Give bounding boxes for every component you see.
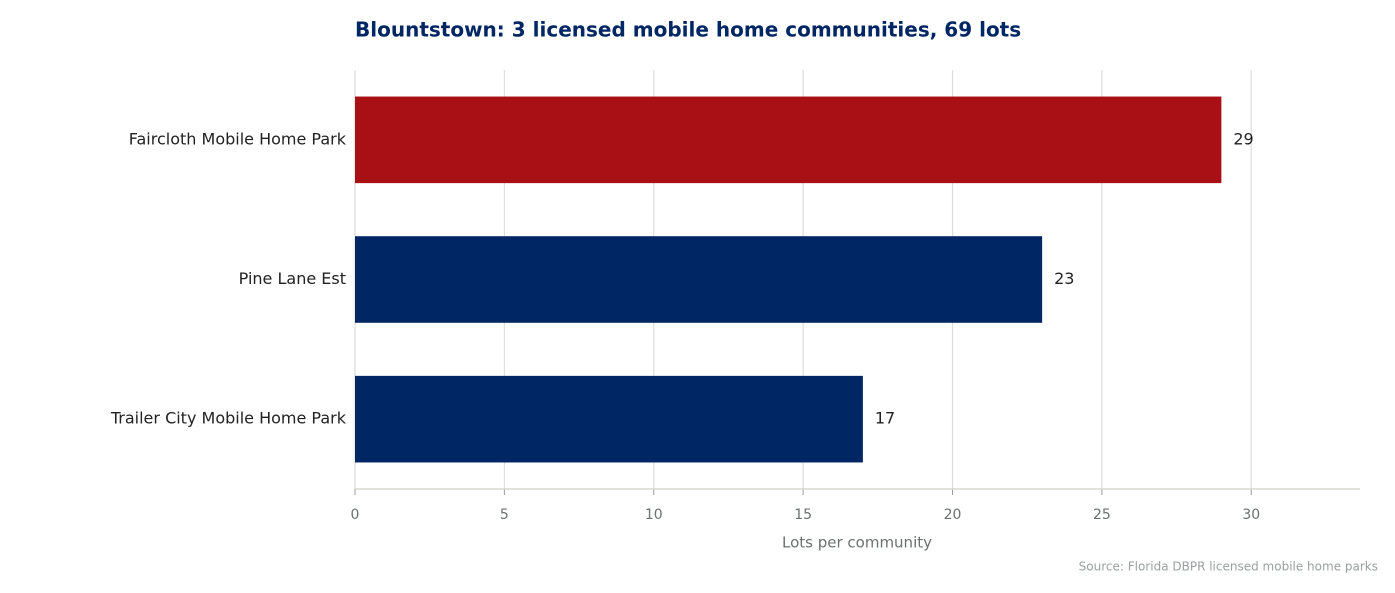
value-label: 17: [875, 409, 895, 428]
value-label: 23: [1054, 269, 1074, 288]
value-label: 29: [1233, 129, 1253, 148]
x-tick-label: 20: [944, 507, 962, 523]
bar: [355, 236, 1043, 323]
y-tick-label: Trailer City Mobile Home Park: [110, 409, 347, 428]
x-tick-label: 5: [500, 507, 509, 523]
x-tick-label: 25: [1093, 507, 1111, 523]
bar: [355, 375, 863, 463]
y-tick-label: Faircloth Mobile Home Park: [129, 129, 347, 148]
x-tick-label: 10: [645, 507, 663, 523]
x-tick-label: 15: [794, 507, 812, 523]
chart-title: Blountstown: 3 licensed mobile home comm…: [355, 18, 1021, 42]
bar: [355, 96, 1222, 184]
x-tick-label: 0: [351, 507, 360, 523]
x-tick-label: 30: [1242, 507, 1260, 523]
x-axis-label: Lots per community: [782, 534, 932, 552]
y-tick-label: Pine Lane Est: [239, 269, 346, 288]
source-note: Source: Florida DBPR licensed mobile hom…: [1079, 560, 1378, 574]
